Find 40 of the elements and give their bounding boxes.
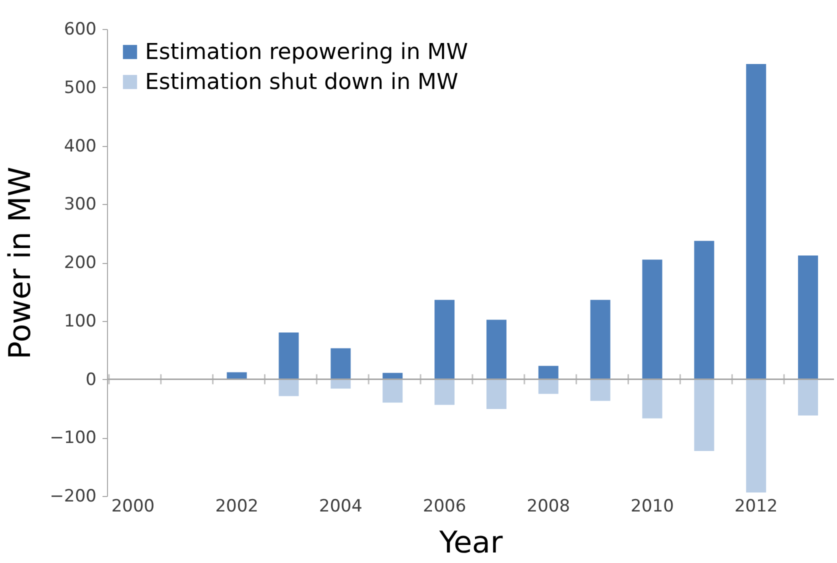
legend-label: Estimation shut down in MW (145, 70, 458, 95)
bar (486, 379, 506, 410)
bar (798, 255, 818, 380)
y-tick-label: 200 (64, 253, 96, 273)
y-tick-label: 0 (86, 370, 96, 390)
bar (798, 379, 818, 416)
legend-label: Estimation repowering in MW (145, 40, 468, 65)
bar (642, 379, 662, 418)
bar (382, 379, 403, 403)
bar (590, 379, 610, 401)
bar (694, 240, 714, 380)
bar (590, 300, 610, 380)
x-tick-label: 2010 (630, 496, 674, 516)
x-tick-label: 2004 (319, 496, 362, 516)
x-tick-label: 2008 (526, 496, 570, 516)
bar (434, 300, 455, 380)
bar (278, 379, 299, 396)
bar (330, 348, 351, 380)
y-tick-label: 500 (64, 78, 96, 98)
x-tick-label: 2006 (422, 496, 466, 516)
x-tick-label: 2012 (734, 496, 778, 516)
bar (694, 379, 714, 452)
bar (278, 332, 299, 380)
bar (642, 260, 662, 380)
y-tick-label: 100 (64, 311, 96, 332)
x-tick-label: 2000 (111, 496, 155, 516)
y-axis-title: Power in MW (2, 166, 38, 360)
y-tick-label: −200 (50, 486, 96, 506)
x-axis-title: Year (438, 526, 504, 560)
y-tick-label: 400 (64, 136, 96, 156)
bar (538, 379, 558, 394)
y-tick-label: 300 (64, 194, 96, 215)
bar (746, 379, 766, 492)
bar (434, 379, 455, 405)
y-tick-label: −100 (50, 428, 96, 448)
y-tick-label: 600 (64, 20, 96, 40)
bar (486, 320, 506, 380)
x-tick-label: 2002 (215, 496, 258, 516)
bar (746, 64, 766, 380)
bar (538, 366, 558, 380)
